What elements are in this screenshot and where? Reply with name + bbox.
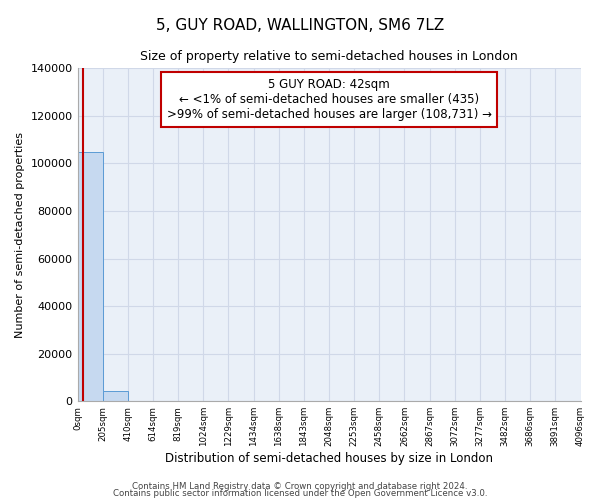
Bar — [77, 152, 103, 401]
Title: Size of property relative to semi-detached houses in London: Size of property relative to semi-detach… — [140, 50, 518, 63]
Text: Contains HM Land Registry data © Crown copyright and database right 2024.: Contains HM Land Registry data © Crown c… — [132, 482, 468, 491]
Bar — [103, 390, 128, 401]
Text: Contains public sector information licensed under the Open Government Licence v3: Contains public sector information licen… — [113, 490, 487, 498]
Text: 5 GUY ROAD: 42sqm
← <1% of semi-detached houses are smaller (435)
>99% of semi-d: 5 GUY ROAD: 42sqm ← <1% of semi-detached… — [167, 78, 491, 122]
Text: 5, GUY ROAD, WALLINGTON, SM6 7LZ: 5, GUY ROAD, WALLINGTON, SM6 7LZ — [156, 18, 444, 32]
X-axis label: Distribution of semi-detached houses by size in London: Distribution of semi-detached houses by … — [165, 452, 493, 465]
Y-axis label: Number of semi-detached properties: Number of semi-detached properties — [15, 132, 25, 338]
